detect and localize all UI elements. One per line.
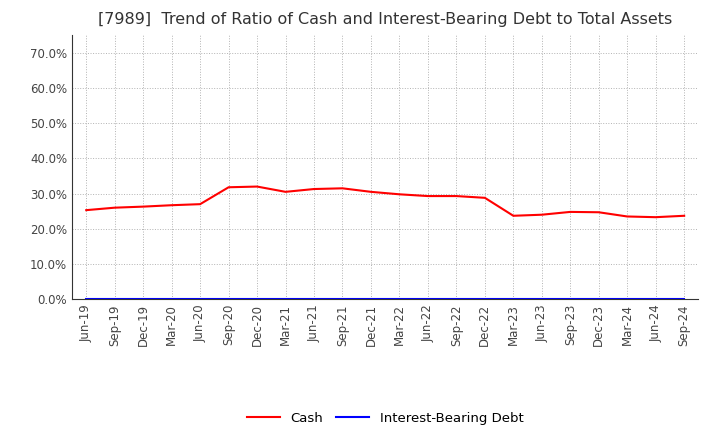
Cash [110,205,119,210]
Cash [139,204,148,209]
Interest-Bearing Debt [509,297,518,302]
Interest-Bearing Debt [595,297,603,302]
Interest-Bearing Debt [623,297,631,302]
Interest-Bearing Debt [452,297,461,302]
Interest-Bearing Debt [338,297,347,302]
Interest-Bearing Debt [225,297,233,302]
Cash [196,202,204,207]
Interest-Bearing Debt [82,297,91,302]
Cash [595,209,603,215]
Interest-Bearing Debt [167,297,176,302]
Cash [423,194,432,199]
Cash [167,202,176,208]
Interest-Bearing Debt [566,297,575,302]
Title: [7989]  Trend of Ratio of Cash and Interest-Bearing Debt to Total Assets: [7989] Trend of Ratio of Cash and Intere… [98,12,672,27]
Cash [395,192,404,197]
Cash [680,213,688,218]
Interest-Bearing Debt [139,297,148,302]
Cash [480,195,489,201]
Interest-Bearing Debt [480,297,489,302]
Interest-Bearing Debt [310,297,318,302]
Interest-Bearing Debt [110,297,119,302]
Cash [509,213,518,218]
Cash [310,187,318,192]
Interest-Bearing Debt [537,297,546,302]
Cash [338,186,347,191]
Cash [282,189,290,194]
Cash [253,184,261,189]
Cash [566,209,575,215]
Interest-Bearing Debt [366,297,375,302]
Interest-Bearing Debt [196,297,204,302]
Legend: Cash, Interest-Bearing Debt: Cash, Interest-Bearing Debt [241,406,529,430]
Cash [452,194,461,199]
Interest-Bearing Debt [253,297,261,302]
Cash [225,185,233,190]
Cash [537,212,546,217]
Interest-Bearing Debt [282,297,290,302]
Cash [82,208,91,213]
Cash [366,189,375,194]
Cash [652,215,660,220]
Line: Cash: Cash [86,187,684,217]
Interest-Bearing Debt [652,297,660,302]
Interest-Bearing Debt [680,297,688,302]
Interest-Bearing Debt [423,297,432,302]
Cash [623,214,631,219]
Interest-Bearing Debt [395,297,404,302]
